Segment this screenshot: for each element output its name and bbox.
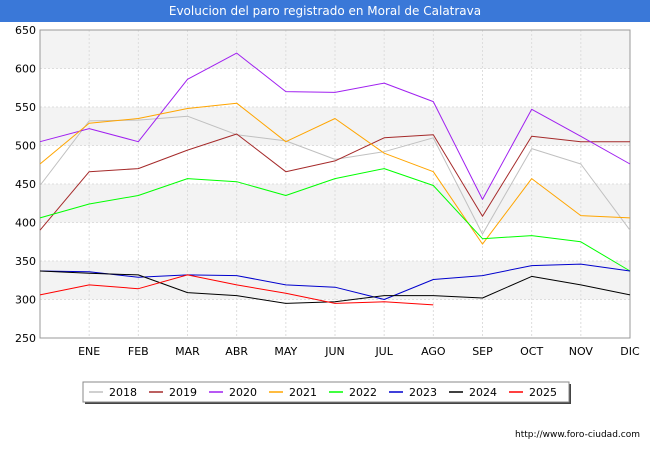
legend-label-2019: 2019 bbox=[169, 386, 197, 399]
y-axis-ticks: 250 300 350 400 450 500 550 600 650 bbox=[15, 24, 36, 345]
legend-box bbox=[82, 381, 570, 403]
legend-label-2023: 2023 bbox=[409, 386, 437, 399]
source-label: http://www.foro-ciudad.com bbox=[515, 430, 640, 440]
legend-label-2022: 2022 bbox=[349, 386, 377, 399]
x-tick-label: DIC bbox=[620, 345, 640, 358]
legend-label-2024: 2024 bbox=[469, 386, 497, 399]
series-line-2024 bbox=[39, 270, 631, 304]
series-line-2020 bbox=[39, 52, 631, 200]
legend-label-2020: 2020 bbox=[229, 386, 257, 399]
legend-label-2018: 2018 bbox=[109, 386, 137, 399]
y-tick-label: 500 bbox=[15, 140, 36, 153]
x-tick-label: OCT bbox=[520, 345, 543, 358]
x-tick-label: AGO bbox=[421, 345, 446, 358]
x-axis-ticks: ENE FEB MAR ABR MAY JUN JUL AGO SEP OCT NOV DIC bbox=[78, 345, 640, 358]
x-tick-label: ENE bbox=[78, 345, 100, 358]
series-line-2022 bbox=[39, 168, 631, 272]
gridlines bbox=[40, 29, 630, 339]
y-tick-label: 300 bbox=[15, 294, 36, 307]
x-tick-label: ABR bbox=[225, 345, 248, 358]
x-tick-label: JUN bbox=[324, 345, 345, 358]
y-tick-label: 550 bbox=[15, 101, 36, 114]
y-tick-label: 250 bbox=[15, 332, 36, 345]
series-line-2019 bbox=[39, 133, 630, 231]
x-tick-label: FEB bbox=[128, 345, 149, 358]
y-tick-label: 650 bbox=[15, 24, 36, 37]
series-line-2018 bbox=[39, 115, 631, 235]
y-tick-label: 400 bbox=[15, 217, 36, 230]
x-tick-label: MAR bbox=[175, 345, 200, 358]
x-tick-label: JUL bbox=[374, 345, 393, 358]
series-line-2023 bbox=[39, 263, 631, 300]
y-tick-label: 450 bbox=[15, 178, 36, 191]
plot-frame bbox=[39, 29, 631, 339]
x-tick-label: SEP bbox=[472, 345, 493, 358]
y-tick-label: 350 bbox=[15, 255, 36, 268]
x-tick-label: MAY bbox=[274, 345, 297, 358]
series-line-2025 bbox=[39, 274, 434, 306]
y-tick-label: 600 bbox=[15, 63, 36, 76]
x-tick-label: NOV bbox=[569, 345, 594, 358]
series-lines bbox=[39, 52, 631, 306]
legend-label-2025: 2025 bbox=[529, 386, 557, 399]
legend-label-2021: 2021 bbox=[289, 386, 317, 399]
legend: 2018 2019 2020 2021 2022 2023 2024 2025 bbox=[82, 381, 571, 404]
series-line-2021 bbox=[39, 102, 631, 245]
chart-title: Evolucion del paro registrado en Moral d… bbox=[0, 0, 650, 22]
